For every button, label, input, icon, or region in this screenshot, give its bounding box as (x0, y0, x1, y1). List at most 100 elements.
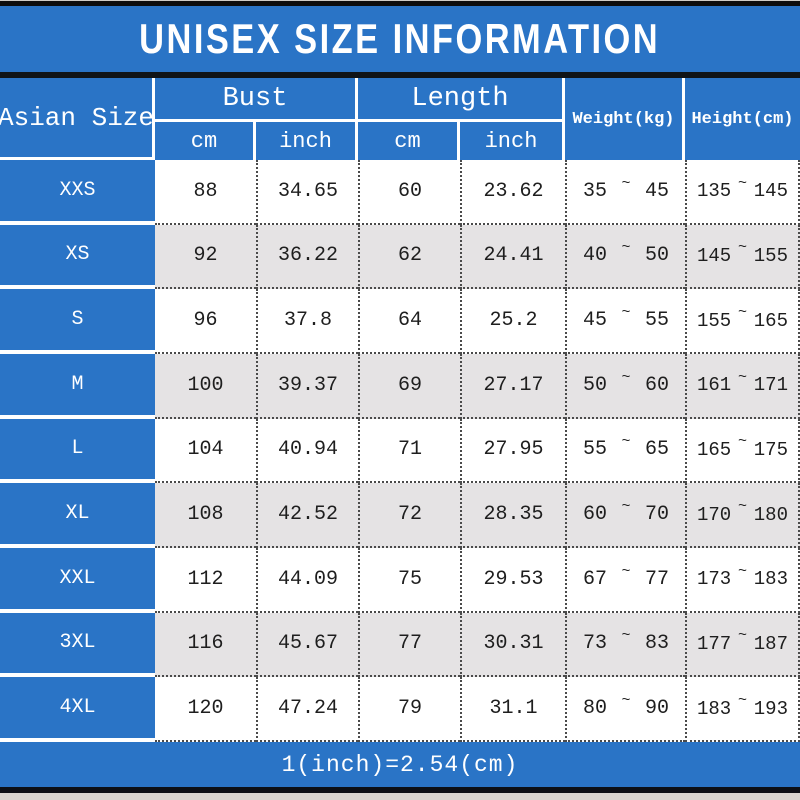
weight-min: 40 (583, 244, 608, 268)
weight-max: 60 (644, 373, 669, 397)
weight-range: 67 ~77 (565, 547, 685, 613)
tilde-glyph: ~ (621, 239, 631, 257)
size-label: M (0, 353, 155, 419)
length-inch-value: 24.41 (460, 224, 565, 290)
length-cm-value: 62 (358, 224, 460, 290)
header-height: Height(cm) (691, 109, 794, 129)
tilde-glyph: ~ (737, 627, 747, 645)
height-range: 165 ~175 (685, 418, 800, 484)
size-label: 3XL (0, 612, 155, 678)
bust-inch-value: 39.37 (256, 353, 358, 419)
header-length-group: Length (358, 78, 565, 122)
height-max: 187 (753, 632, 788, 655)
weight-range: 73 ~83 (565, 612, 685, 678)
size-label: XL (0, 483, 155, 548)
header-bust-inch: inch (256, 122, 358, 160)
height-range: 155 ~165 (685, 289, 800, 354)
header-length-inch: inch (460, 122, 565, 160)
bottom-light-strip (0, 793, 800, 800)
weight-range: 80 ~90 (565, 677, 685, 742)
weight-max: 83 (644, 632, 669, 656)
tilde-glyph: ~ (621, 692, 631, 710)
height-max: 183 (753, 568, 788, 591)
tilde-glyph: ~ (621, 368, 631, 386)
length-inch-value: 29.53 (460, 547, 565, 613)
table-row: XL 108 42.52 72 28.35 60 ~70 170 ~180 (0, 483, 800, 548)
bust-inch-value: 36.22 (256, 224, 358, 290)
title-divider-line (0, 72, 800, 78)
size-label: 4XL (0, 677, 155, 742)
tilde-glyph: ~ (737, 433, 747, 451)
height-min: 177 (697, 632, 732, 655)
weight-range: 45 ~55 (565, 289, 685, 354)
tilde-glyph: ~ (621, 174, 631, 192)
length-inch-value: 27.17 (460, 353, 565, 419)
tilde-glyph: ~ (737, 692, 747, 710)
tilde-glyph: ~ (621, 627, 631, 645)
height-range: 177 ~187 (685, 612, 800, 678)
weight-min: 45 (583, 309, 608, 333)
bust-cm-value: 88 (155, 160, 256, 225)
table-header: Asian Size Bust Length Weight(kg) Height… (0, 78, 800, 160)
height-min: 173 (697, 568, 732, 591)
bust-cm-value: 108 (155, 483, 256, 548)
length-inch-value: 28.35 (460, 483, 565, 548)
weight-max: 55 (644, 309, 669, 333)
weight-range: 35 ~45 (565, 160, 685, 225)
height-max: 180 (753, 503, 788, 526)
bust-cm-value: 104 (155, 418, 256, 484)
table-row: XXS 88 34.65 60 23.62 35 ~45 135 ~145 (0, 160, 800, 225)
height-max: 145 (753, 180, 788, 203)
size-label: XXS (0, 160, 155, 225)
table-row: M 100 39.37 69 27.17 50 ~60 161 ~171 (0, 353, 800, 419)
table-row: L 104 40.94 71 27.95 55 ~65 165 ~175 (0, 418, 800, 484)
bottom-black-strip (0, 787, 800, 793)
height-range: 173 ~183 (685, 547, 800, 613)
title-band: UNISEX SIZE INFORMATION (0, 6, 800, 72)
weight-max: 77 (644, 567, 669, 591)
bust-cm-value: 92 (155, 224, 256, 290)
weight-min: 35 (583, 179, 608, 203)
bust-inch-value: 47.24 (256, 677, 358, 742)
bust-inch-value: 45.67 (256, 612, 358, 678)
weight-min: 60 (583, 503, 608, 527)
tilde-glyph: ~ (737, 304, 747, 322)
bust-inch-value: 34.65 (256, 160, 358, 225)
table-row: XS 92 36.22 62 24.41 40 ~50 145 ~155 (0, 224, 800, 290)
weight-max: 45 (644, 179, 669, 203)
tilde-glyph: ~ (737, 562, 747, 580)
length-cm-value: 60 (358, 160, 460, 225)
height-max: 175 (753, 438, 788, 461)
weight-range: 55 ~65 (565, 418, 685, 484)
length-inch-value: 23.62 (460, 160, 565, 225)
weight-min: 67 (583, 567, 608, 591)
tilde-glyph: ~ (737, 368, 747, 386)
length-cm-value: 72 (358, 483, 460, 548)
table-row: S 96 37.8 64 25.2 45 ~55 155 ~165 (0, 289, 800, 354)
size-label: XXL (0, 547, 155, 613)
height-min: 170 (697, 503, 732, 526)
table-row: 4XL 120 47.24 79 31.1 80 ~90 183 ~193 (0, 677, 800, 742)
height-range: 135 ~145 (685, 160, 800, 225)
bust-cm-value: 120 (155, 677, 256, 742)
header-asian-size: Asian Size (0, 78, 155, 160)
size-label: L (0, 418, 155, 484)
weight-min: 50 (583, 373, 608, 397)
tilde-glyph: ~ (737, 239, 747, 257)
weight-min: 73 (583, 632, 608, 656)
height-range: 145 ~155 (685, 224, 800, 290)
bust-cm-value: 116 (155, 612, 256, 678)
height-min: 155 (697, 309, 732, 332)
page-title: UNISEX SIZE INFORMATION (139, 15, 661, 62)
height-max: 165 (753, 309, 788, 332)
height-max: 155 (753, 244, 788, 267)
length-inch-value: 27.95 (460, 418, 565, 484)
weight-max: 50 (644, 244, 669, 268)
header-length-cm: cm (358, 122, 460, 160)
height-min: 161 (697, 374, 732, 397)
tilde-glyph: ~ (621, 433, 631, 451)
height-range: 170 ~180 (685, 483, 800, 548)
length-cm-value: 69 (358, 353, 460, 419)
length-cm-value: 71 (358, 418, 460, 484)
